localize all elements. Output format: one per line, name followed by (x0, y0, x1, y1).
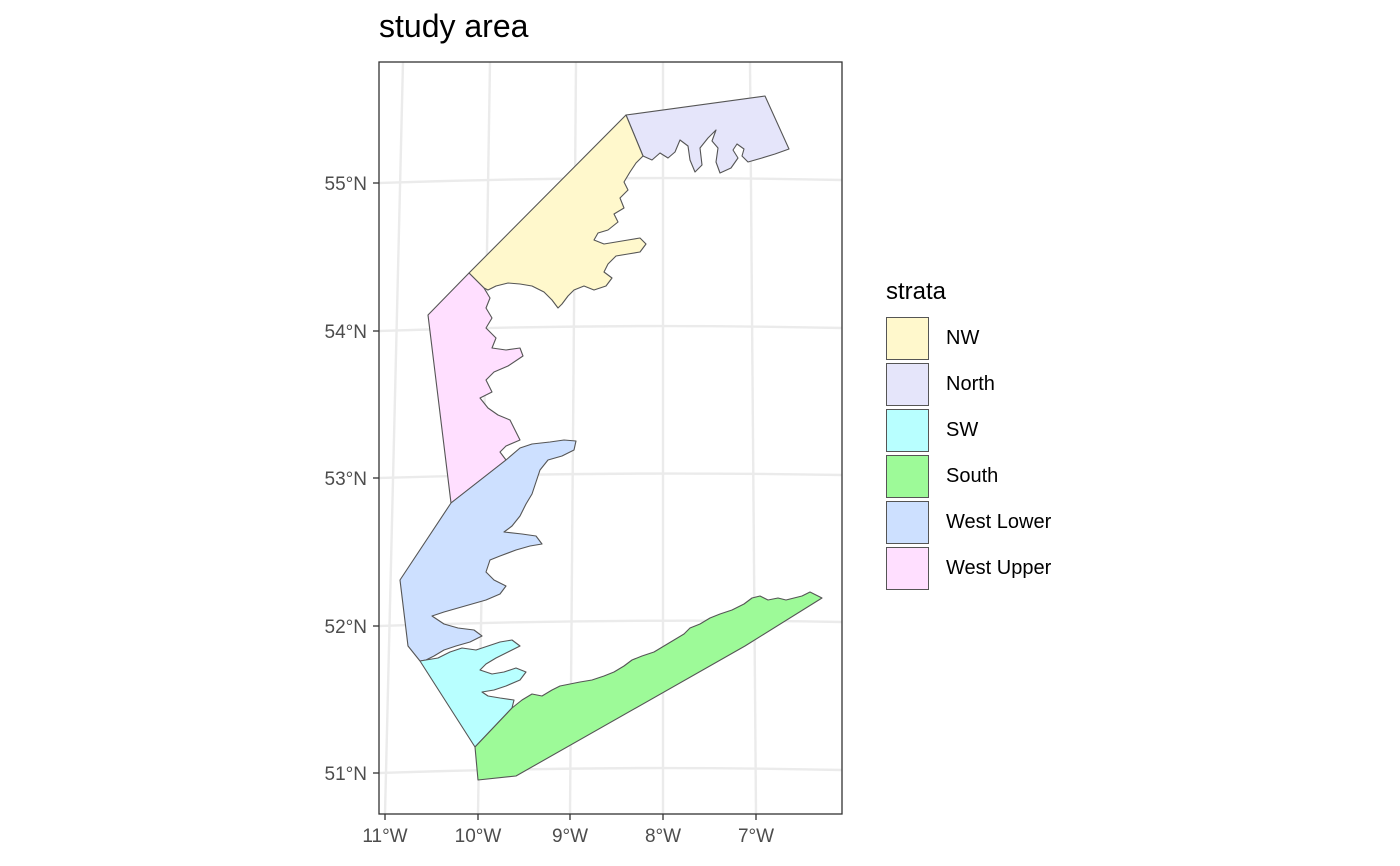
legend-swatch-north (886, 362, 929, 406)
lat-label-52: 52°N (325, 617, 367, 638)
legend-item-sw: SW (886, 407, 1051, 453)
graticule-lon-11 (383, 61, 405, 815)
stratum-west-lower (399, 439, 577, 662)
legend-label-nw: NW (946, 326, 980, 349)
strata-polygons (399, 95, 823, 781)
stratum-nw (468, 114, 647, 309)
legend-item-south: South (886, 453, 1051, 499)
legend-item-north: North (886, 361, 1051, 407)
stratum-sw (419, 639, 527, 748)
stratum-west-upper (427, 272, 524, 504)
legend-label-south: South (946, 464, 999, 487)
lon-label-7: 7°W (738, 826, 774, 847)
lon-label-10: 10°W (455, 826, 502, 847)
panel-border (378, 61, 843, 815)
legend-swatch-west-lower (886, 500, 929, 544)
lat-label-53: 53°N (325, 469, 367, 490)
graticule-lat-51 (378, 766, 843, 775)
stratum-south (474, 591, 823, 781)
map-title: study area (379, 8, 529, 44)
legend-item-nw: NW (886, 315, 1051, 361)
legend-label-north: North (946, 372, 995, 395)
lon-label-8: 8°W (645, 826, 681, 847)
legend-label-west-lower: West Lower (946, 510, 1052, 533)
legend-label-west-upper: West Upper (946, 556, 1052, 579)
lat-label-55: 55°N (325, 174, 367, 195)
lon-axis: 11°W 10°W 9°W 8°W 7°W (362, 814, 774, 847)
stratum-north (625, 95, 790, 174)
lat-label-54: 54°N (325, 322, 367, 343)
graticule-lat-53 (378, 472, 843, 480)
legend: strata NW North SW South West Lower West… (886, 278, 1051, 591)
legend-swatch-west-upper (886, 546, 929, 590)
legend-item-west-lower: West Lower (886, 499, 1051, 545)
legend-swatch-nw (886, 316, 929, 360)
lon-label-9: 9°W (552, 826, 588, 847)
lat-label-51: 51°N (325, 764, 367, 785)
legend-swatch-south (886, 454, 929, 498)
legend-title: strata (886, 278, 947, 305)
legend-label-sw: SW (946, 418, 979, 441)
graticule-lon-7 (748, 61, 758, 815)
lat-axis: 55°N 54°N 53°N 52°N 51°N (325, 174, 379, 785)
lon-label-11: 11°W (362, 826, 407, 847)
legend-item-west-upper: West Upper (886, 545, 1051, 591)
legend-swatch-sw (886, 408, 929, 452)
